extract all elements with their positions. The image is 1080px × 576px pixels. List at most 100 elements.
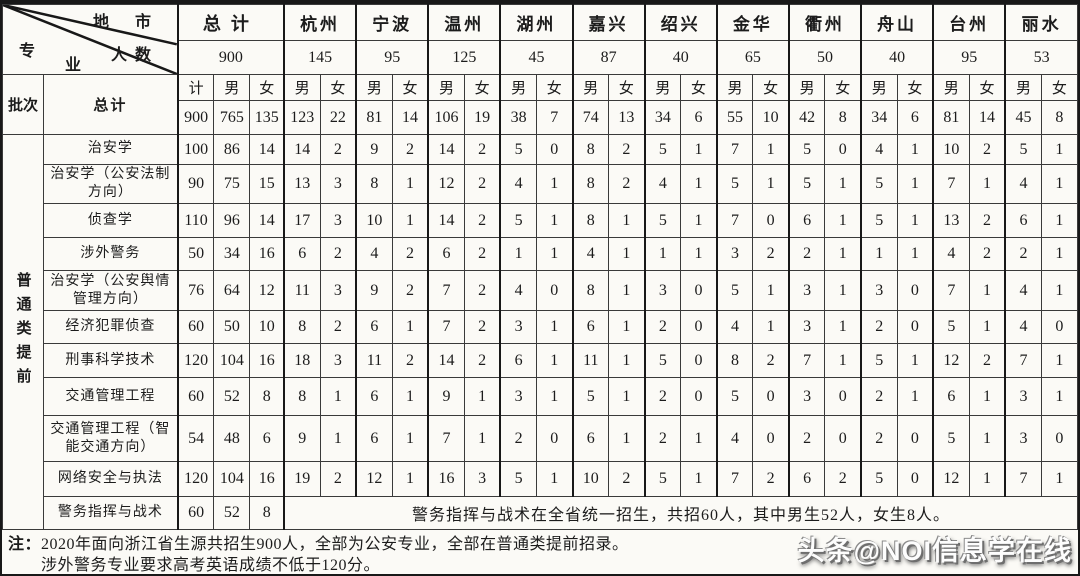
- city-male-cell: 2: [643, 415, 682, 463]
- city-female-cell: 1: [824, 203, 862, 239]
- city-female-cell: 1: [968, 415, 1006, 463]
- city-female-cell: 1: [535, 343, 574, 379]
- city-female-cell: 0: [824, 134, 862, 165]
- city-female-cell: 0: [535, 415, 574, 463]
- male-subheader: 男: [499, 74, 537, 101]
- city-male-cell: 4: [1004, 163, 1042, 205]
- city-male-cell: 4: [715, 415, 754, 463]
- female-subheader: 女: [680, 74, 718, 101]
- city-male-cell: 9: [282, 415, 321, 463]
- city-male-cell: 9: [355, 134, 393, 165]
- city-female-cell: 0: [535, 134, 574, 165]
- major-sum-cell: 34: [213, 237, 251, 272]
- city-female-cell: 0: [680, 270, 718, 312]
- major-sum-cell: 100: [176, 134, 215, 165]
- city-female-cell: 3: [319, 343, 357, 379]
- grand-city-male-cell: 123: [282, 100, 321, 135]
- city-male-cell: 3: [787, 310, 826, 345]
- major-sum-cell: 110: [176, 203, 215, 239]
- major-sum-cell: 16: [249, 237, 285, 272]
- male-subheader: 男: [643, 74, 682, 101]
- city-female-cell: 1: [1040, 134, 1078, 165]
- city-male-cell: 3: [499, 310, 537, 345]
- city-female-cell: 2: [968, 134, 1006, 165]
- city-female-cell: 1: [391, 415, 429, 463]
- city-male-cell: 7: [715, 134, 754, 165]
- city-male-cell: 5: [859, 461, 898, 498]
- major-sum-cell: 16: [249, 343, 285, 379]
- city-male-cell: 5: [499, 203, 537, 239]
- city-male-cell: 7: [787, 343, 826, 379]
- footnote-lines: 2020年面向浙江省生源共招生900人，全部为公安专业，全部在普通类提前招录。 …: [41, 535, 629, 574]
- city-female-cell: 0: [896, 270, 934, 312]
- city-male-cell: 4: [1004, 310, 1042, 345]
- female-subheader: 女: [752, 74, 790, 101]
- city-male-cell: 8: [282, 310, 321, 345]
- city-female-cell: 0: [1040, 415, 1078, 463]
- city-female-cell: 1: [968, 377, 1006, 417]
- enrollment-table: 地市 人数 专 业 总计 杭州 宁波 温州 湖州 嘉兴 绍兴 金华 衢州 舟山 台州 丽水 900 …: [2, 4, 1078, 531]
- city-female-cell: 1: [968, 163, 1006, 205]
- city-female-cell: 1: [463, 415, 501, 463]
- city-male-cell: 8: [571, 270, 610, 312]
- city-female-cell: 2: [391, 237, 429, 272]
- city-male-cell: 7: [715, 203, 754, 239]
- city-male-cell: 16: [427, 461, 465, 498]
- major-sum-cell: 48: [213, 415, 251, 463]
- city-male-cell: 4: [932, 237, 970, 272]
- city-male-cell: 4: [1004, 270, 1042, 312]
- city-male-cell: 5: [787, 163, 826, 205]
- grand-sum-cell: 900: [176, 100, 215, 135]
- city-female-cell: 1: [535, 203, 574, 239]
- city-female-cell: 1: [391, 377, 429, 417]
- major-sum-cell: 10: [249, 310, 285, 345]
- major-sum-cell: 52: [213, 377, 251, 417]
- city-header: 温州: [427, 4, 501, 41]
- male-subheader: 男: [715, 74, 754, 101]
- grand-city-female-cell: 6: [680, 100, 718, 135]
- major-sum-cell: 60: [176, 310, 215, 345]
- city-female-cell: 1: [319, 377, 357, 417]
- city-female-cell: 1: [680, 163, 718, 205]
- major-sum-cell: 104: [213, 343, 251, 379]
- city-female-cell: 1: [391, 163, 429, 205]
- major-sum-cell: 52: [213, 496, 251, 531]
- city-female-cell: 2: [463, 343, 501, 379]
- corner-label-major-2: 业: [65, 57, 82, 74]
- city-male-cell: 3: [859, 270, 898, 312]
- grand-city-male-cell: 106: [427, 100, 465, 135]
- city-total-count: 95: [932, 40, 1006, 75]
- city-female-cell: 3: [319, 203, 357, 239]
- city-male-cell: 13: [932, 203, 970, 239]
- city-female-cell: 1: [896, 134, 934, 165]
- city-female-cell: 2: [752, 237, 790, 272]
- city-female-cell: 1: [535, 237, 574, 272]
- city-male-cell: 5: [859, 343, 898, 379]
- city-female-cell: 1: [391, 461, 429, 498]
- city-female-cell: 3: [319, 163, 357, 205]
- city-male-cell: 5: [643, 203, 682, 239]
- city-header: 舟山: [859, 4, 934, 41]
- subtotal-subheader: 女: [249, 74, 285, 101]
- major-sum-cell: 75: [213, 163, 251, 205]
- city-male-cell: 7: [1004, 343, 1042, 379]
- footnote-line-1: 2020年面向浙江省生源共招生900人，全部为公安专业，全部在普通类提前招录。: [41, 536, 629, 554]
- city-male-cell: 3: [1004, 377, 1042, 417]
- city-female-cell: 1: [1040, 343, 1078, 379]
- city-female-cell: 0: [896, 415, 934, 463]
- major-sum-cell: 8: [249, 496, 285, 531]
- city-male-cell: 12: [932, 461, 970, 498]
- city-male-cell: 5: [932, 415, 970, 463]
- female-subheader: 女: [535, 74, 574, 101]
- city-header: 嘉兴: [571, 4, 646, 41]
- city-female-cell: 2: [752, 343, 790, 379]
- footnote-line-2: 涉外警务专业要求高考英语成绩不低于120分。: [41, 556, 381, 574]
- city-female-cell: 1: [535, 377, 574, 417]
- city-female-cell: 1: [608, 343, 646, 379]
- city-header: 衢州: [787, 4, 862, 41]
- corner-diagonal-cell: 地市 人数 专 业: [2, 4, 179, 75]
- city-male-cell: 11: [571, 343, 610, 379]
- grand-city-male-cell: 74: [571, 100, 610, 135]
- city-female-cell: 0: [535, 270, 574, 312]
- city-female-cell: 1: [896, 237, 934, 272]
